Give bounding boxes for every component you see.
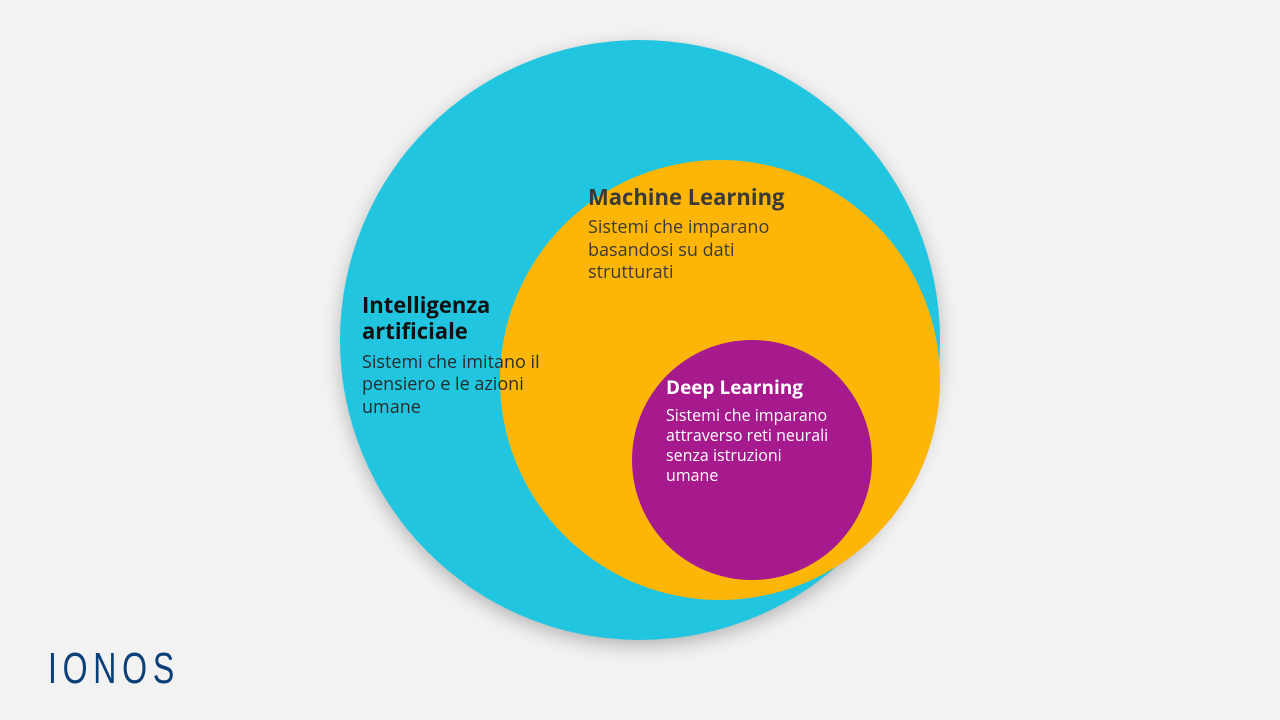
title-ml: Machine Learning	[588, 184, 808, 210]
title-ai: Intelligenza artificiale	[362, 292, 542, 345]
desc-ai: Sistemi che imitano il pensiero e le azi…	[362, 351, 542, 419]
text-block-ml: Machine Learning Sistemi che imparano ba…	[588, 184, 808, 284]
diagram-canvas: Intelligenza artificiale Sistemi che imi…	[0, 0, 1280, 720]
desc-ml: Sistemi che imparano basandosi su dati s…	[588, 216, 808, 284]
desc-dl: Sistemi che imparano attraverso reti neu…	[666, 405, 836, 485]
brand-logo: IONOS	[48, 644, 180, 694]
text-block-ai: Intelligenza artificiale Sistemi che imi…	[362, 292, 542, 418]
text-block-dl: Deep Learning Sistemi che imparano attra…	[666, 376, 836, 485]
title-dl: Deep Learning	[666, 376, 836, 399]
